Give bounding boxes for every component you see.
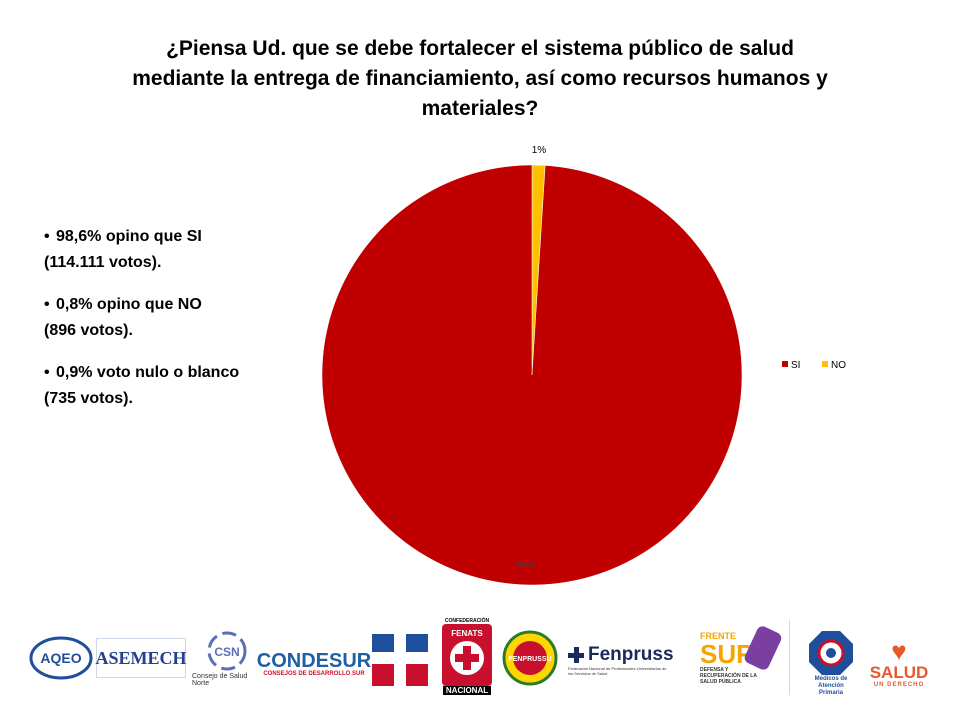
frente-sur-logo: FRENTE SUR DEFENSA Y RECUPERACIÓN DE LA … [700, 622, 784, 694]
legend-label-no: NO [831, 360, 846, 371]
logo-text: Fenpruss [588, 644, 674, 665]
confusam-logo: CONFUSAM [372, 634, 428, 686]
heart-icon: ♥ [891, 636, 907, 666]
logo-text: CSN [214, 645, 239, 659]
condesur-logo: CONDESUR CONSEJOS DE DESARROLLO SUR [256, 646, 372, 682]
logo-text: FENATS [451, 629, 483, 638]
data-label-si: 99% [516, 560, 536, 571]
csn-logo: CSN Consejo de Salud Norte [192, 620, 262, 696]
result-line: (114.111 votos). [44, 254, 162, 271]
pie-slice-si [321, 164, 743, 586]
logo-caption: NACIONAL [442, 685, 492, 695]
aqeo-logo: AQEO [28, 634, 94, 682]
salud-un-derecho-logo: ♥ SALUD UN DERECHO [866, 632, 932, 694]
cross-icon [568, 647, 584, 663]
logo-caption: DEFENSA Y RECUPERACIÓN DE LA SALUD PÚBLI… [700, 667, 757, 685]
result-item: • 0,9% voto nulo o blanco (735 votos). [44, 360, 284, 412]
legend-swatch-si [782, 361, 788, 367]
data-label-no: 1% [532, 145, 547, 156]
result-line: 98,6% opino que SI [56, 228, 202, 245]
result-line: 0,8% opino que NO [56, 296, 202, 313]
logo-caption: FRENTE [700, 631, 736, 641]
logo-caption: Federación Nacional de Profesionales Uni… [568, 666, 667, 676]
result-line: (735 votos). [44, 390, 133, 407]
slide-title: ¿Piensa Ud. que se debe fortalecer el si… [90, 34, 870, 124]
results-list: • 98,6% opino que SI (114.111 votos). • 0,… [44, 224, 284, 428]
logo-text: ASEMECH [95, 647, 187, 668]
legend-label-si: SI [791, 360, 800, 371]
logo-caption: Consejo de Salud Norte [192, 673, 248, 687]
fenpruss-logo: Fenpruss Federación Nacional de Profesio… [568, 642, 686, 678]
logo-divider [789, 620, 790, 695]
fenprussu-logo: FENPRUSSU [502, 630, 558, 686]
result-item: • 98,6% opino que SI (114.111 votos). [44, 224, 284, 276]
medicos-atencion-primaria-logo: Médicos de Atención Primaria [798, 626, 864, 700]
logo-caption: CONFEDERACIÓN [444, 617, 490, 624]
logo-text: AQEO [40, 650, 81, 666]
logo-caption: UN DERECHO [873, 682, 925, 688]
title-line: materiales? [421, 97, 539, 120]
legend-swatch-no [822, 361, 828, 367]
title-line: mediante la entrega de financiamiento, a… [132, 67, 828, 90]
logo-text: SALUD [869, 663, 929, 682]
result-line: 0,9% voto nulo o blanco [56, 364, 240, 381]
pie-chart: 1% 99% SI NO [321, 145, 846, 586]
logo-caption: CONSEJOS DE DESARROLLO SUR [263, 671, 365, 677]
logo-caption: Médicos de Atención Primaria [814, 675, 848, 696]
logo-text: CONFUSAM [380, 656, 421, 664]
asemech-logo: ASEMECH [95, 638, 187, 678]
logo-text: FENPRUSSU [508, 656, 551, 663]
result-line: (896 votos). [44, 322, 133, 339]
fenats-logo: CONFEDERACIÓN FENATS NACIONAL [438, 612, 496, 700]
logo-text: CONDESUR [256, 650, 372, 672]
result-item: • 0,8% opino que NO (896 votos). [44, 292, 284, 344]
logo-strip: AQEO ASEMECH CSN Consejo de Salud Norte … [20, 612, 940, 702]
title-line: ¿Piensa Ud. que se debe fortalecer el si… [166, 37, 794, 60]
